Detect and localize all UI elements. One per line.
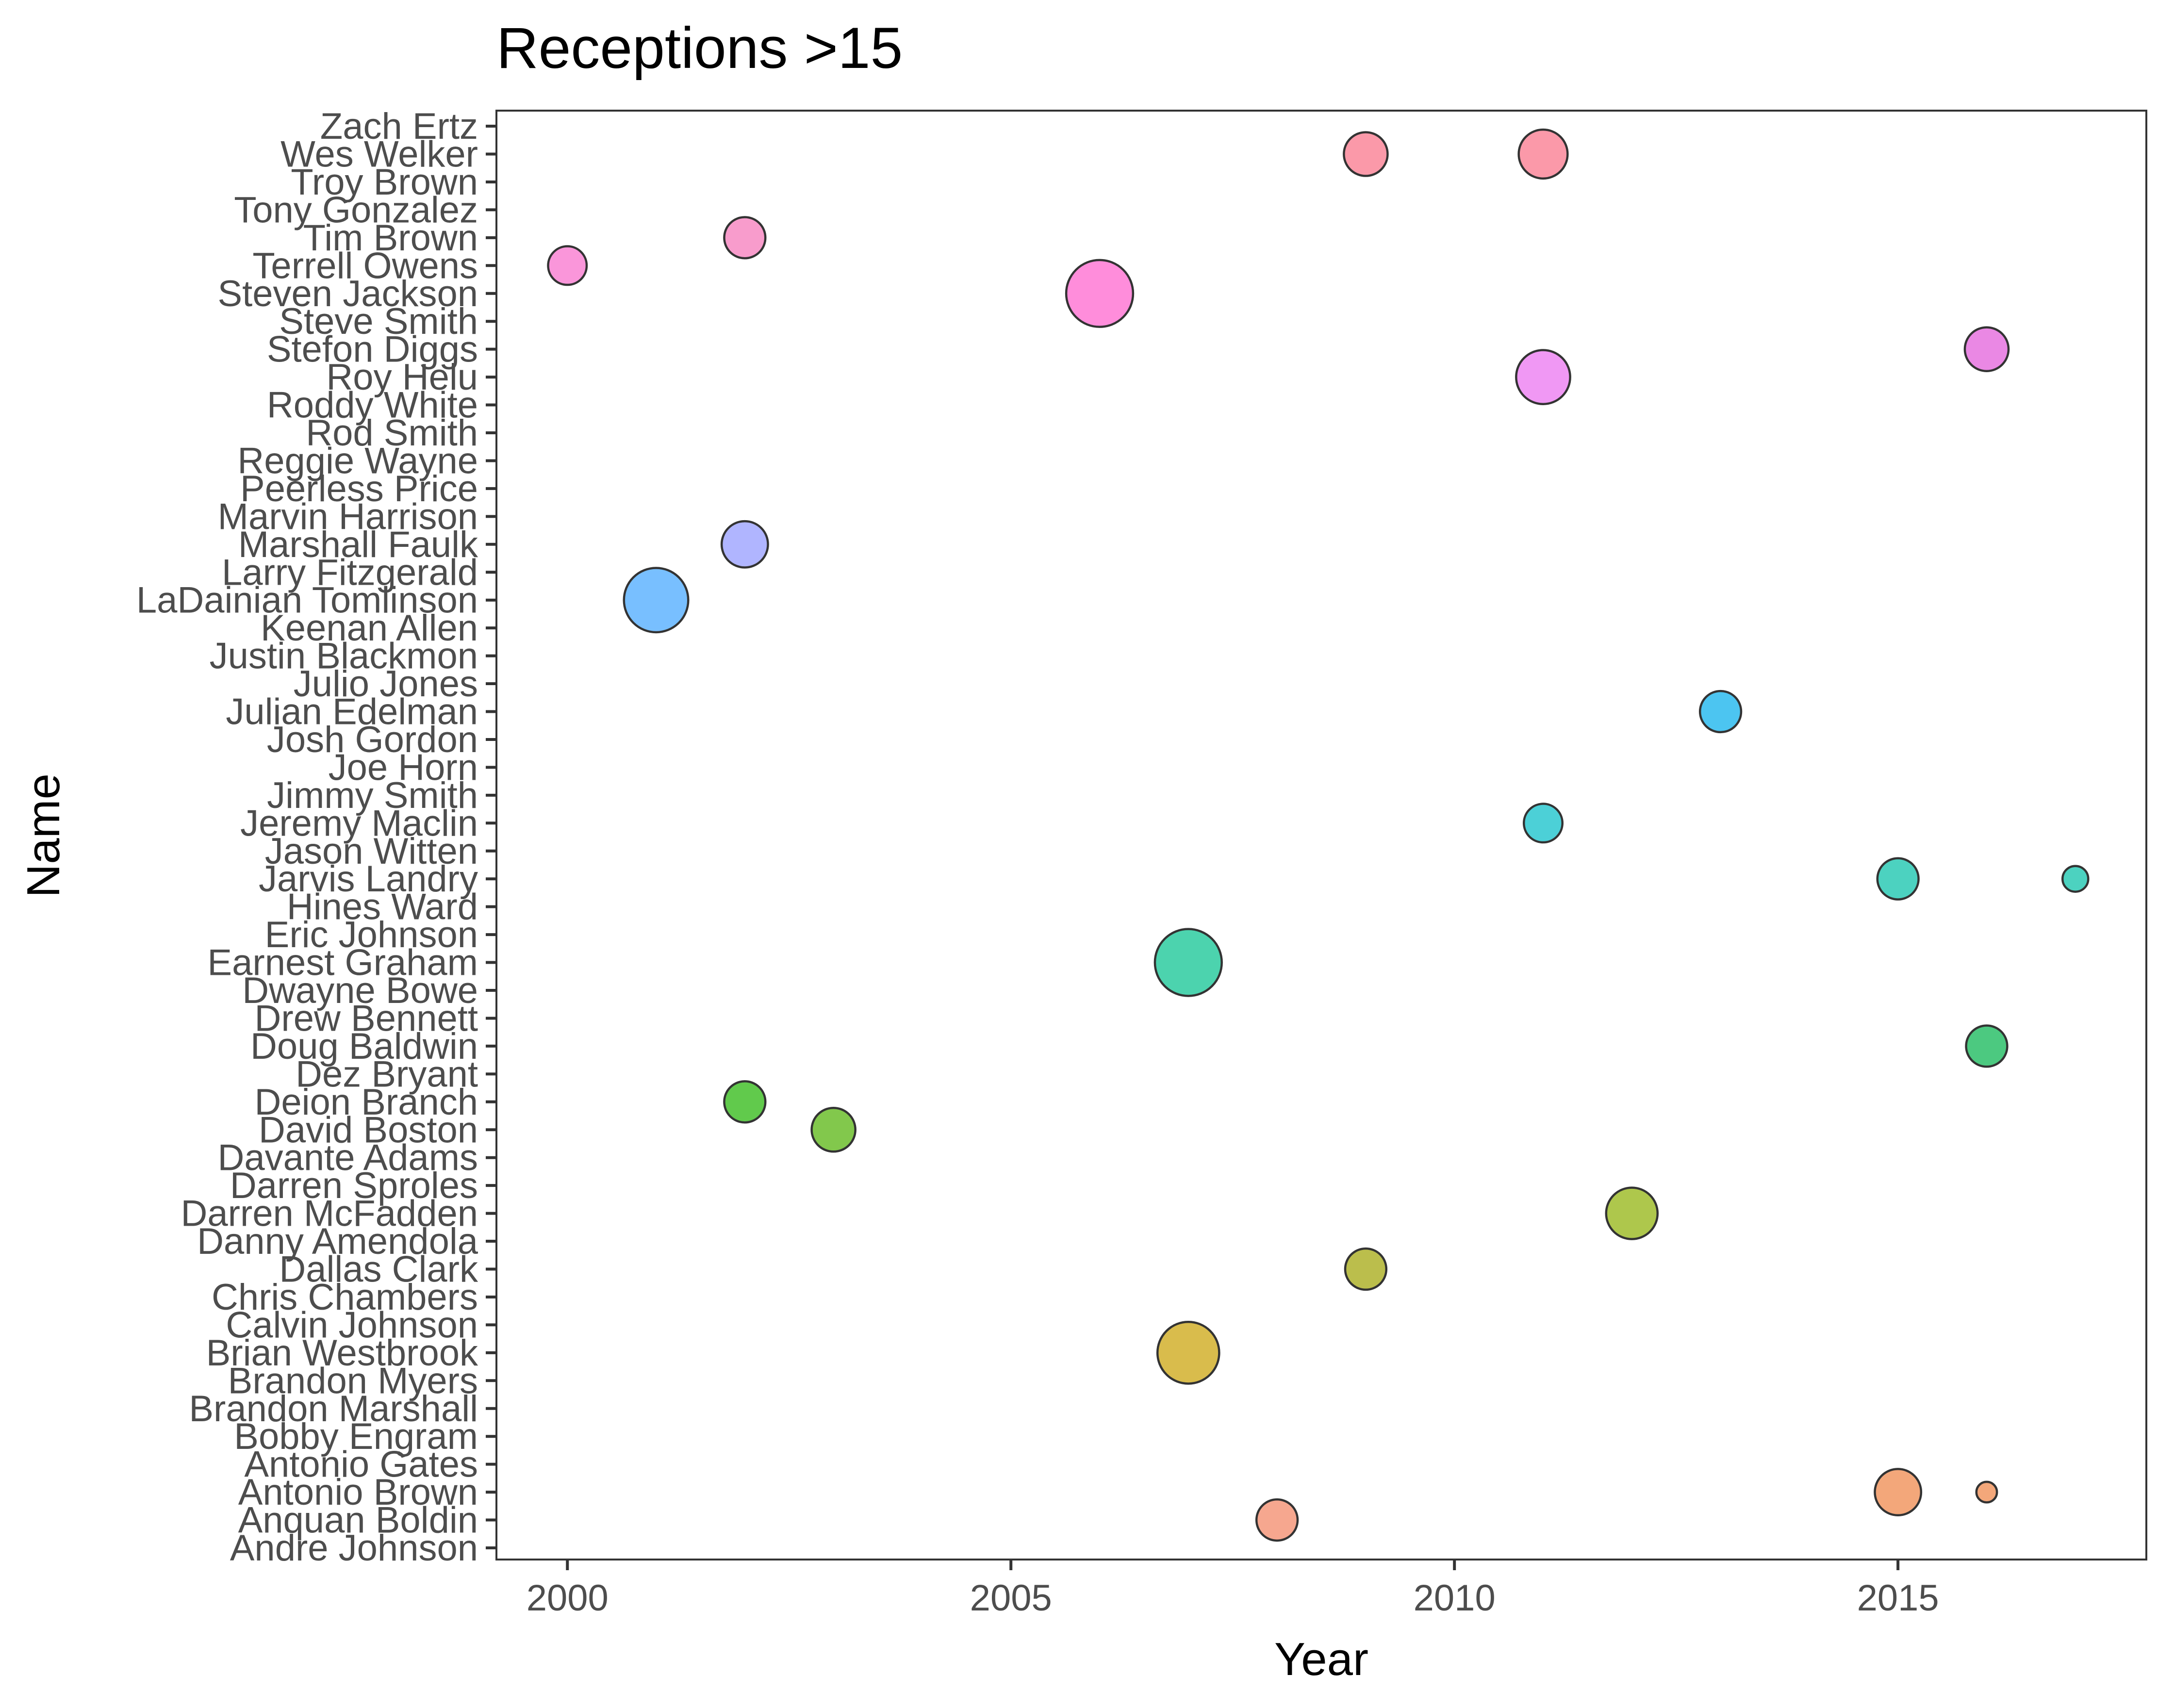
y-tick-label: Darren Sproles [230, 1165, 478, 1206]
data-point [623, 567, 690, 634]
y-tick-label: Bobby Engram [234, 1416, 478, 1457]
y-tick-label: Stefon Diggs [267, 329, 478, 370]
y-tick-label: Troy Brown [291, 162, 478, 203]
y-tick-label: Roy Helu [326, 357, 478, 398]
y-tick-label: Brandon Marshall [189, 1388, 478, 1429]
y-tick-label: Brian Westbrook [206, 1332, 478, 1374]
data-point [1065, 259, 1135, 328]
data-point [723, 216, 767, 260]
y-tick-label: Hines Ward [287, 887, 478, 928]
x-tick-label: 2005 [970, 1577, 1052, 1619]
y-tick-label: Peerless Price [240, 468, 478, 509]
data-point [1515, 349, 1571, 405]
data-point [1153, 928, 1223, 997]
y-tick-label: Drew Bennett [255, 998, 478, 1039]
data-point [1517, 128, 1569, 180]
y-tick-label: Marshall Faulk [238, 524, 478, 565]
y-tick-label: Justin Blackmon [210, 636, 478, 677]
y-tick-label: Davante Adams [217, 1137, 478, 1179]
y-tick-label: Julio Jones [294, 663, 478, 705]
y-tick-label: Tim Brown [303, 217, 478, 259]
data-points [547, 128, 2090, 1542]
y-tick-label: Dez Bryant [296, 1053, 478, 1095]
y-tick-label: Antonio Gates [244, 1444, 478, 1485]
data-point [1605, 1186, 1659, 1240]
y-tick-label: Terrell Owens [252, 245, 478, 286]
y-tick-label: Chris Chambers [212, 1277, 478, 1318]
x-tick-label: 2000 [527, 1577, 609, 1619]
data-point [547, 245, 588, 286]
y-tick-label: Jeremy Maclin [240, 803, 478, 844]
y-tick-label: Joe Horn [329, 747, 478, 788]
y-tick-label: Brandon Myers [228, 1360, 478, 1401]
data-point [1156, 1321, 1220, 1385]
y-tick-label: Jimmy Smith [267, 775, 478, 816]
y-tick-label: Dallas Clark [279, 1249, 478, 1290]
data-point [720, 520, 769, 569]
y-tick-label: Earnest Graham [207, 942, 478, 984]
y-tick-label: David Boston [259, 1109, 478, 1150]
data-point [1343, 131, 1389, 177]
y-tick-label: Darren McFadden [181, 1193, 478, 1234]
y-tick-label: Josh Gordon [267, 719, 478, 760]
data-point [1698, 690, 1743, 734]
data-point [1876, 857, 1920, 901]
y-tick-label: Danny Amendola [197, 1221, 478, 1262]
x-tick-label: 2015 [1857, 1577, 1939, 1619]
data-point [1522, 803, 1564, 844]
y-tick-label: Steve Smith [279, 301, 478, 342]
data-point [810, 1106, 856, 1153]
data-point [1975, 1480, 1998, 1504]
y-tick-label: Calvin Johnson [226, 1304, 478, 1346]
y-tick-label: Julian Edelman [226, 691, 478, 733]
data-point [2061, 865, 2090, 893]
x-axis-title: Year [1274, 1633, 1368, 1685]
y-axis-title: Name [17, 773, 69, 898]
y-tick-label: Reggie Wayne [237, 440, 478, 481]
y-tick-label: Deion Branch [255, 1082, 478, 1123]
y-tick-label: Andre Johnson [230, 1527, 478, 1569]
y-tick-label: Tony Gonzalez [234, 189, 478, 230]
y-tick-label: Larry Fitzgerald [222, 552, 478, 593]
data-point [1874, 1468, 1923, 1517]
y-tick-label: Steven Jackson [217, 273, 478, 314]
y-tick-label: Jarvis Landry [259, 858, 478, 900]
y-tick-label: Antonio Brown [238, 1472, 478, 1513]
y-tick-label: Dwayne Bowe [242, 970, 478, 1011]
x-tick-label: 2010 [1414, 1577, 1496, 1619]
y-tick-label: Anquan Boldin [238, 1500, 478, 1541]
data-point [1963, 326, 2010, 372]
y-tick-label: Marvin Harrison [218, 496, 478, 537]
chart-title: Receptions >15 [496, 16, 903, 81]
data-point [1344, 1247, 1388, 1291]
data-point [1965, 1024, 2009, 1068]
y-tick-label: Zach Ertz [320, 106, 478, 147]
data-point [1255, 1498, 1299, 1542]
y-tick-label: Eric Johnson [265, 914, 478, 955]
y-tick-label: Doug Baldwin [250, 1026, 478, 1067]
y-tick-label: LaDainian Tomlinson [136, 580, 478, 621]
y-tick-label: Jason Witten [265, 831, 478, 872]
y-tick-label: Rod Smith [306, 412, 478, 454]
x-axis: 2000 2005 2010 2015 [527, 1560, 1939, 1619]
data-point [723, 1080, 767, 1124]
y-tick-label: Keenan Allen [261, 608, 478, 649]
y-tick-label: Wes Welker [280, 134, 478, 175]
plot-panel [495, 110, 2147, 1560]
y-tick-label: Roddy White [267, 385, 478, 426]
